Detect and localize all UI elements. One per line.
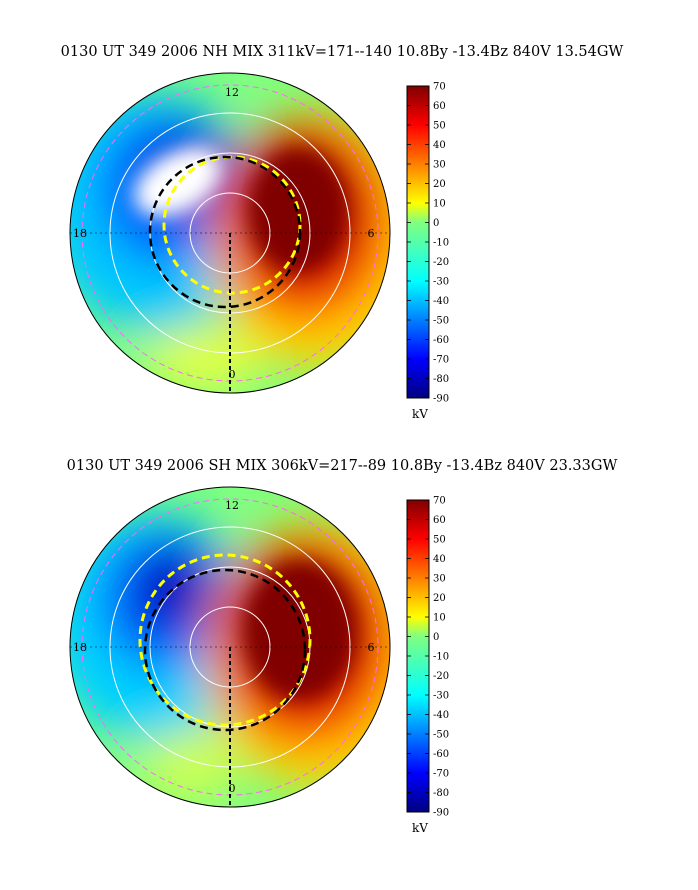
north-colorbar-tick-label: 0 <box>433 218 439 229</box>
north-colorbar-tick-label: -90 <box>433 394 449 405</box>
south-polar-map <box>70 487 390 807</box>
south-colorbar-tick-label: -40 <box>433 710 449 721</box>
north-colorbar-tick-label: 30 <box>433 160 446 171</box>
south-mlt-label-noon: 12 <box>225 499 239 512</box>
south-colorbar-tick-label: -20 <box>433 671 449 682</box>
south-colorbar-tick-label: -10 <box>433 652 449 663</box>
north-colorbar-tick-label: -50 <box>433 316 449 327</box>
south-colorbar-tick-label: -80 <box>433 788 449 799</box>
north-mlt-label-noon: 12 <box>225 86 239 99</box>
north-colorbar-tick-label: 20 <box>433 179 446 190</box>
south-saturated-regions <box>245 562 355 698</box>
north-colorbar-tick-label: -10 <box>433 238 449 249</box>
north-polar-map <box>70 73 390 393</box>
south-colorbar-tick-label: 30 <box>433 574 446 585</box>
south-outline <box>69 486 391 808</box>
north-dashed-boundary-black <box>148 155 302 309</box>
south-colorbar-tick-label: 40 <box>433 554 446 565</box>
south-mlt-label-dawn: 6 <box>368 641 375 654</box>
south-colorbar: 70 60 50 40 30 20 10 0 -10 -20 -30 -40 -50 -60 -70 -80 -… <box>406 496 449 835</box>
south-colorbar-tick-label: -30 <box>433 691 449 702</box>
north-mlt-label-dusk: 18 <box>73 227 87 240</box>
south-colorbar-tick-label: 70 <box>433 496 446 507</box>
south-colorbar-tick-label: 10 <box>433 613 446 624</box>
north-colorbar-ticks: 70 60 50 40 30 20 10 0 -10 -20 -30 -40 -50 -60 -70 -80 -… <box>407 82 449 405</box>
north-colorbar: 70 60 50 40 30 20 10 0 -10 -20 -30 -40 -50 -60 -70 -80 -… <box>406 82 449 421</box>
panel-south: 0130 UT 349 2006 SH MIX 306kV=217--89 10… <box>67 458 618 835</box>
north-outline <box>69 72 391 394</box>
north-colorbar-tick-label: -40 <box>433 296 449 307</box>
north-colorbar-tick-label: 70 <box>433 82 446 93</box>
south-colorbar-tick-label: 0 <box>433 632 439 643</box>
south-colorbar-tick-label: -70 <box>433 769 449 780</box>
south-colorbar-tick-label: 60 <box>433 515 446 526</box>
north-mlt-label-midnight: 0 <box>229 368 236 381</box>
north-colorbar-unit: kV <box>412 407 428 421</box>
south-colorbar-tick-label: -90 <box>433 808 449 819</box>
north-mlt-label-dawn: 6 <box>368 227 375 240</box>
north-potential-field <box>70 90 390 390</box>
south-mlt-label-midnight: 0 <box>229 782 236 795</box>
north-colorbar-tick-label: -30 <box>433 277 449 288</box>
north-dashed-boundary-yellow <box>162 155 302 295</box>
north-colorbar-tick-label: 60 <box>433 101 446 112</box>
north-title: 0130 UT 349 2006 NH MIX 311kV=171--140 1… <box>61 44 624 60</box>
south-title: 0130 UT 349 2006 SH MIX 306kV=217--89 10… <box>67 458 618 474</box>
panel-north: 0130 UT 349 2006 NH MIX 311kV=171--140 1… <box>61 44 624 421</box>
south-colorbar-tick-label: -50 <box>433 730 449 741</box>
south-colorbar-unit: kV <box>412 821 428 835</box>
north-colorbar-tick-label: 50 <box>433 121 446 132</box>
north-colorbar-tick-label: -20 <box>433 257 449 268</box>
north-colorbar-tick-label: -60 <box>433 335 449 346</box>
south-dashed-boundary-black <box>143 568 307 732</box>
south-colorbar-tick-label: 20 <box>433 593 446 604</box>
south-colorbar-tick-label: -60 <box>433 749 449 760</box>
north-colorbar-tick-label: -70 <box>433 355 449 366</box>
north-colorbar-tick-label: 10 <box>433 199 446 210</box>
north-colorbar-tick-label: 40 <box>433 140 446 151</box>
north-colorbar-tick-label: -80 <box>433 374 449 385</box>
south-dashed-boundary-yellow <box>138 553 312 727</box>
south-colorbar-tick-label: 50 <box>433 535 446 546</box>
south-colorbar-ticks: 70 60 50 40 30 20 10 0 -10 -20 -30 -40 -50 -60 -70 -80 -… <box>407 496 449 819</box>
south-mlt-label-dusk: 18 <box>73 641 87 654</box>
